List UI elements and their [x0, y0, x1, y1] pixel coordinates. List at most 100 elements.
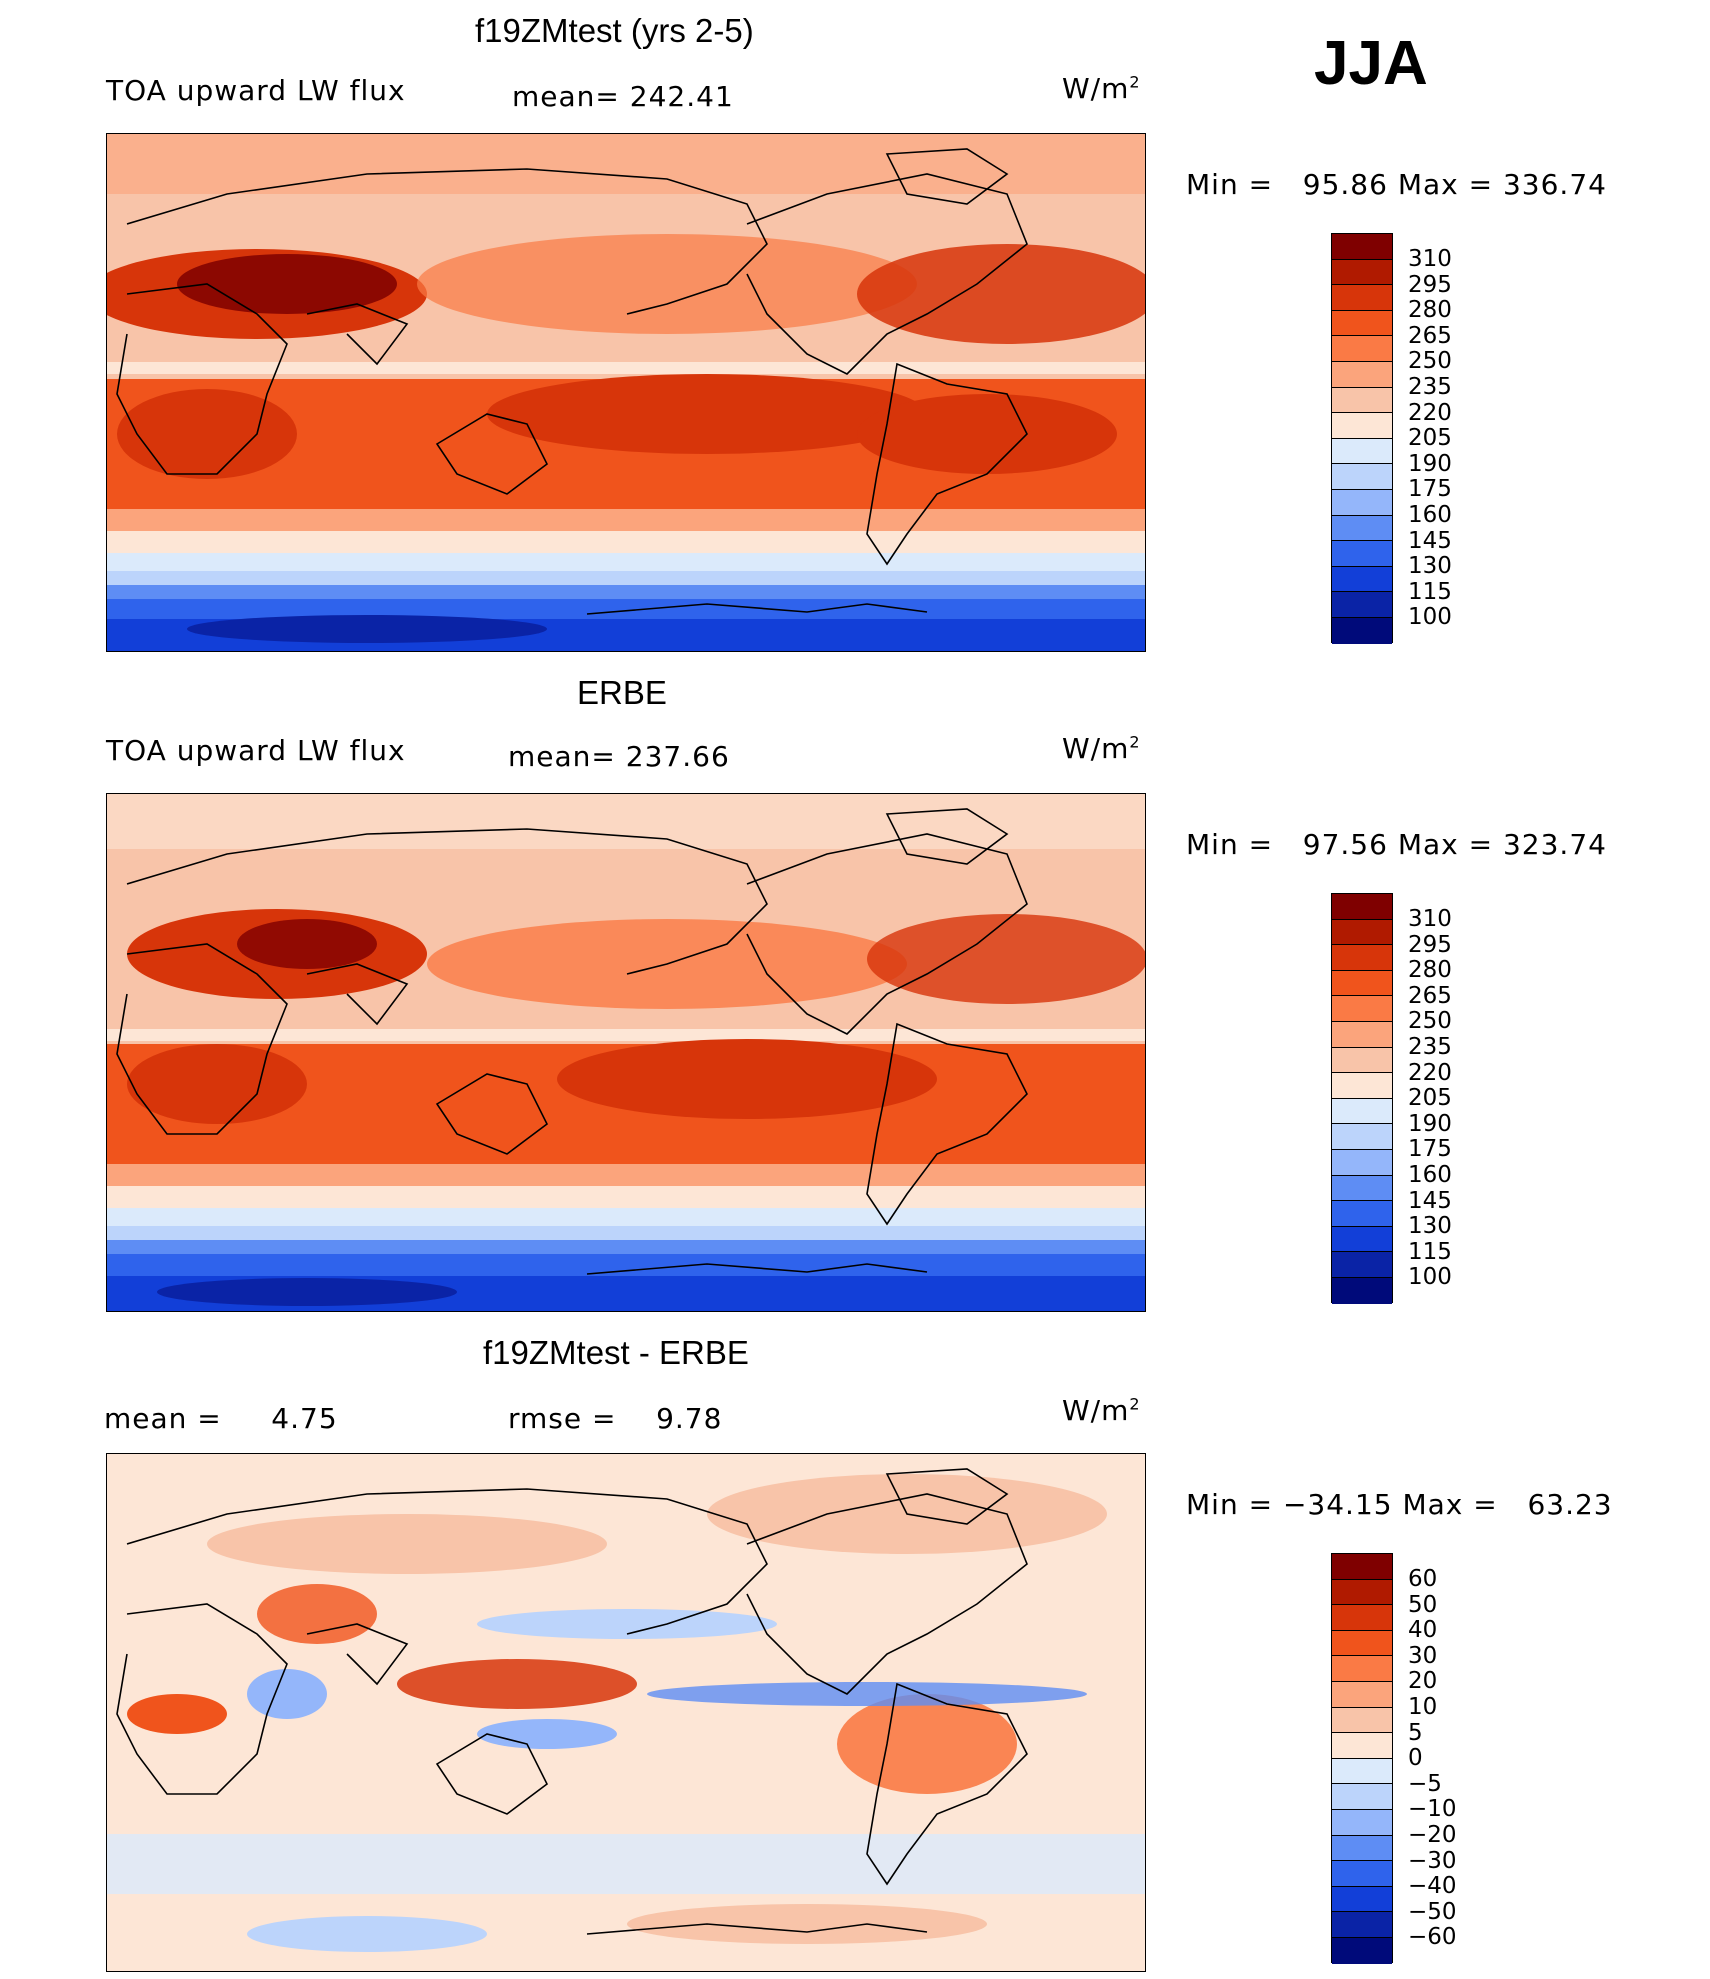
colorbar-tick: −5: [1408, 1771, 1442, 1797]
colorbar-swatch: [1332, 894, 1392, 920]
colorbar-swatch: [1332, 336, 1392, 362]
colorbar-swatch: [1332, 1835, 1392, 1862]
panel3-rmse: rmse = 9.78: [508, 1402, 723, 1435]
colorbar-tick: 250: [1408, 348, 1452, 374]
panel1-mean: mean= 242.41: [512, 80, 734, 113]
colorbar-swatch: [1332, 464, 1392, 490]
colorbar-swatch: [1332, 387, 1392, 414]
panel2-title: ERBE: [577, 674, 667, 711]
colorbar-tick: 310: [1408, 906, 1452, 932]
colorbar-swatch: [1332, 1047, 1392, 1074]
colorbar-tick: 205: [1408, 425, 1452, 451]
colorbar-swatch: [1332, 541, 1392, 567]
colorbar-tick: 175: [1408, 476, 1452, 502]
colorbar-swatch: [1332, 1784, 1392, 1810]
colorbar-swatch: [1332, 1149, 1392, 1176]
colorbar-tick: 310: [1408, 246, 1452, 272]
colorbar-tick: −40: [1408, 1873, 1457, 1899]
colorbar-tick: 295: [1408, 272, 1452, 298]
colorbar-swatch: [1332, 1554, 1392, 1580]
colorbar-swatch: [1332, 970, 1392, 997]
colorbar-swatch: [1332, 413, 1392, 439]
colorbar-swatch: [1332, 1630, 1392, 1657]
colorbar-tick: 160: [1408, 1162, 1452, 1188]
colorbar-tick: 265: [1408, 983, 1452, 1009]
colorbar-tick: 40: [1408, 1617, 1438, 1643]
colorbar-tick: 190: [1408, 451, 1452, 477]
colorbar-swatch: [1332, 515, 1392, 542]
colorbar-tick: 0: [1408, 1745, 1423, 1771]
colorbar-swatch: [1332, 1937, 1392, 1964]
panel1-title: f19ZMtest (yrs 2-5): [475, 12, 754, 49]
colorbar-tick: 130: [1408, 553, 1452, 579]
colorbar-swatch: [1332, 1175, 1392, 1202]
colorbar-swatch: [1332, 592, 1392, 618]
colorbar-tick: −10: [1408, 1796, 1457, 1822]
colorbar-tick: 20: [1408, 1668, 1438, 1694]
colorbar-swatch: [1332, 1758, 1392, 1785]
colorbar-tick: 115: [1408, 1239, 1452, 1265]
colorbar-swatch: [1332, 1809, 1392, 1836]
colorbar-tick: 190: [1408, 1111, 1452, 1137]
panel2-map: [106, 793, 1146, 1312]
panel3-units: W/m2: [1062, 1394, 1141, 1427]
colorbar-tick: −20: [1408, 1822, 1457, 1848]
colorbar-tick: 60: [1408, 1566, 1438, 1592]
colorbar-swatch: [1332, 1605, 1392, 1631]
colorbar-tick: −60: [1408, 1924, 1457, 1950]
colorbar-swatch: [1332, 996, 1392, 1022]
panel3-title: f19ZMtest - ERBE: [483, 1334, 749, 1371]
panel1-variable: TOA upward LW flux: [106, 74, 406, 107]
panel2-variable: TOA upward LW flux: [106, 734, 406, 767]
colorbar-tick: −30: [1408, 1848, 1457, 1874]
colorbar-swatch: [1332, 1201, 1392, 1227]
colorbar-swatch: [1332, 1861, 1392, 1887]
panel3-map: [106, 1453, 1146, 1972]
colorbar-swatch: [1332, 1681, 1392, 1708]
colorbar-swatch: [1332, 945, 1392, 971]
colorbar-tick: 295: [1408, 932, 1452, 958]
colorbar-swatch: [1332, 1886, 1392, 1913]
colorbar-swatch: [1332, 1021, 1392, 1048]
colorbar-tick: 5: [1408, 1720, 1423, 1746]
colorbar-tick: 145: [1408, 528, 1452, 554]
colorbar-swatch: [1332, 285, 1392, 311]
panel3-colorbar: [1331, 1553, 1393, 1964]
colorbar-tick: 130: [1408, 1213, 1452, 1239]
colorbar-swatch: [1332, 1098, 1392, 1125]
colorbar-swatch: [1332, 1226, 1392, 1253]
colorbar-tick: 145: [1408, 1188, 1452, 1214]
colorbar-swatch: [1332, 310, 1392, 337]
colorbar-tick: 30: [1408, 1643, 1438, 1669]
colorbar-swatch: [1332, 919, 1392, 946]
colorbar-swatch: [1332, 1073, 1392, 1099]
colorbar-tick: 220: [1408, 1060, 1452, 1086]
panel2-minmax: Min = 97.56 Max = 323.74: [1186, 828, 1607, 861]
colorbar-tick: 250: [1408, 1008, 1452, 1034]
panel3-mean: mean = 4.75: [104, 1402, 338, 1435]
colorbar-tick: 115: [1408, 579, 1452, 605]
colorbar-tick: 235: [1408, 374, 1452, 400]
colorbar-swatch: [1332, 1912, 1392, 1938]
colorbar-tick: 100: [1408, 604, 1452, 630]
panel2-units: W/m2: [1062, 732, 1141, 765]
colorbar-tick: 50: [1408, 1592, 1438, 1618]
colorbar-tick: 100: [1408, 1264, 1452, 1290]
colorbar-swatch: [1332, 1252, 1392, 1278]
colorbar-tick: 10: [1408, 1694, 1438, 1720]
panel1-minmax: Min = 95.86 Max = 336.74: [1186, 168, 1607, 201]
colorbar-tick: 205: [1408, 1085, 1452, 1111]
panel3-field: [107, 1454, 1145, 1971]
panel2-colorbar: [1331, 893, 1393, 1304]
panel2-field: [107, 794, 1145, 1311]
panel1-units: W/m2: [1062, 72, 1141, 105]
colorbar-tick: 280: [1408, 957, 1452, 983]
colorbar-tick: 265: [1408, 323, 1452, 349]
colorbar-swatch: [1332, 234, 1392, 260]
colorbar-swatch: [1332, 617, 1392, 644]
colorbar-tick: 175: [1408, 1136, 1452, 1162]
season-label: JJA: [1314, 29, 1428, 98]
panel3-minmax: Min = −34.15 Max = 63.23: [1186, 1488, 1613, 1521]
colorbar-tick: −50: [1408, 1899, 1457, 1925]
colorbar-swatch: [1332, 361, 1392, 388]
